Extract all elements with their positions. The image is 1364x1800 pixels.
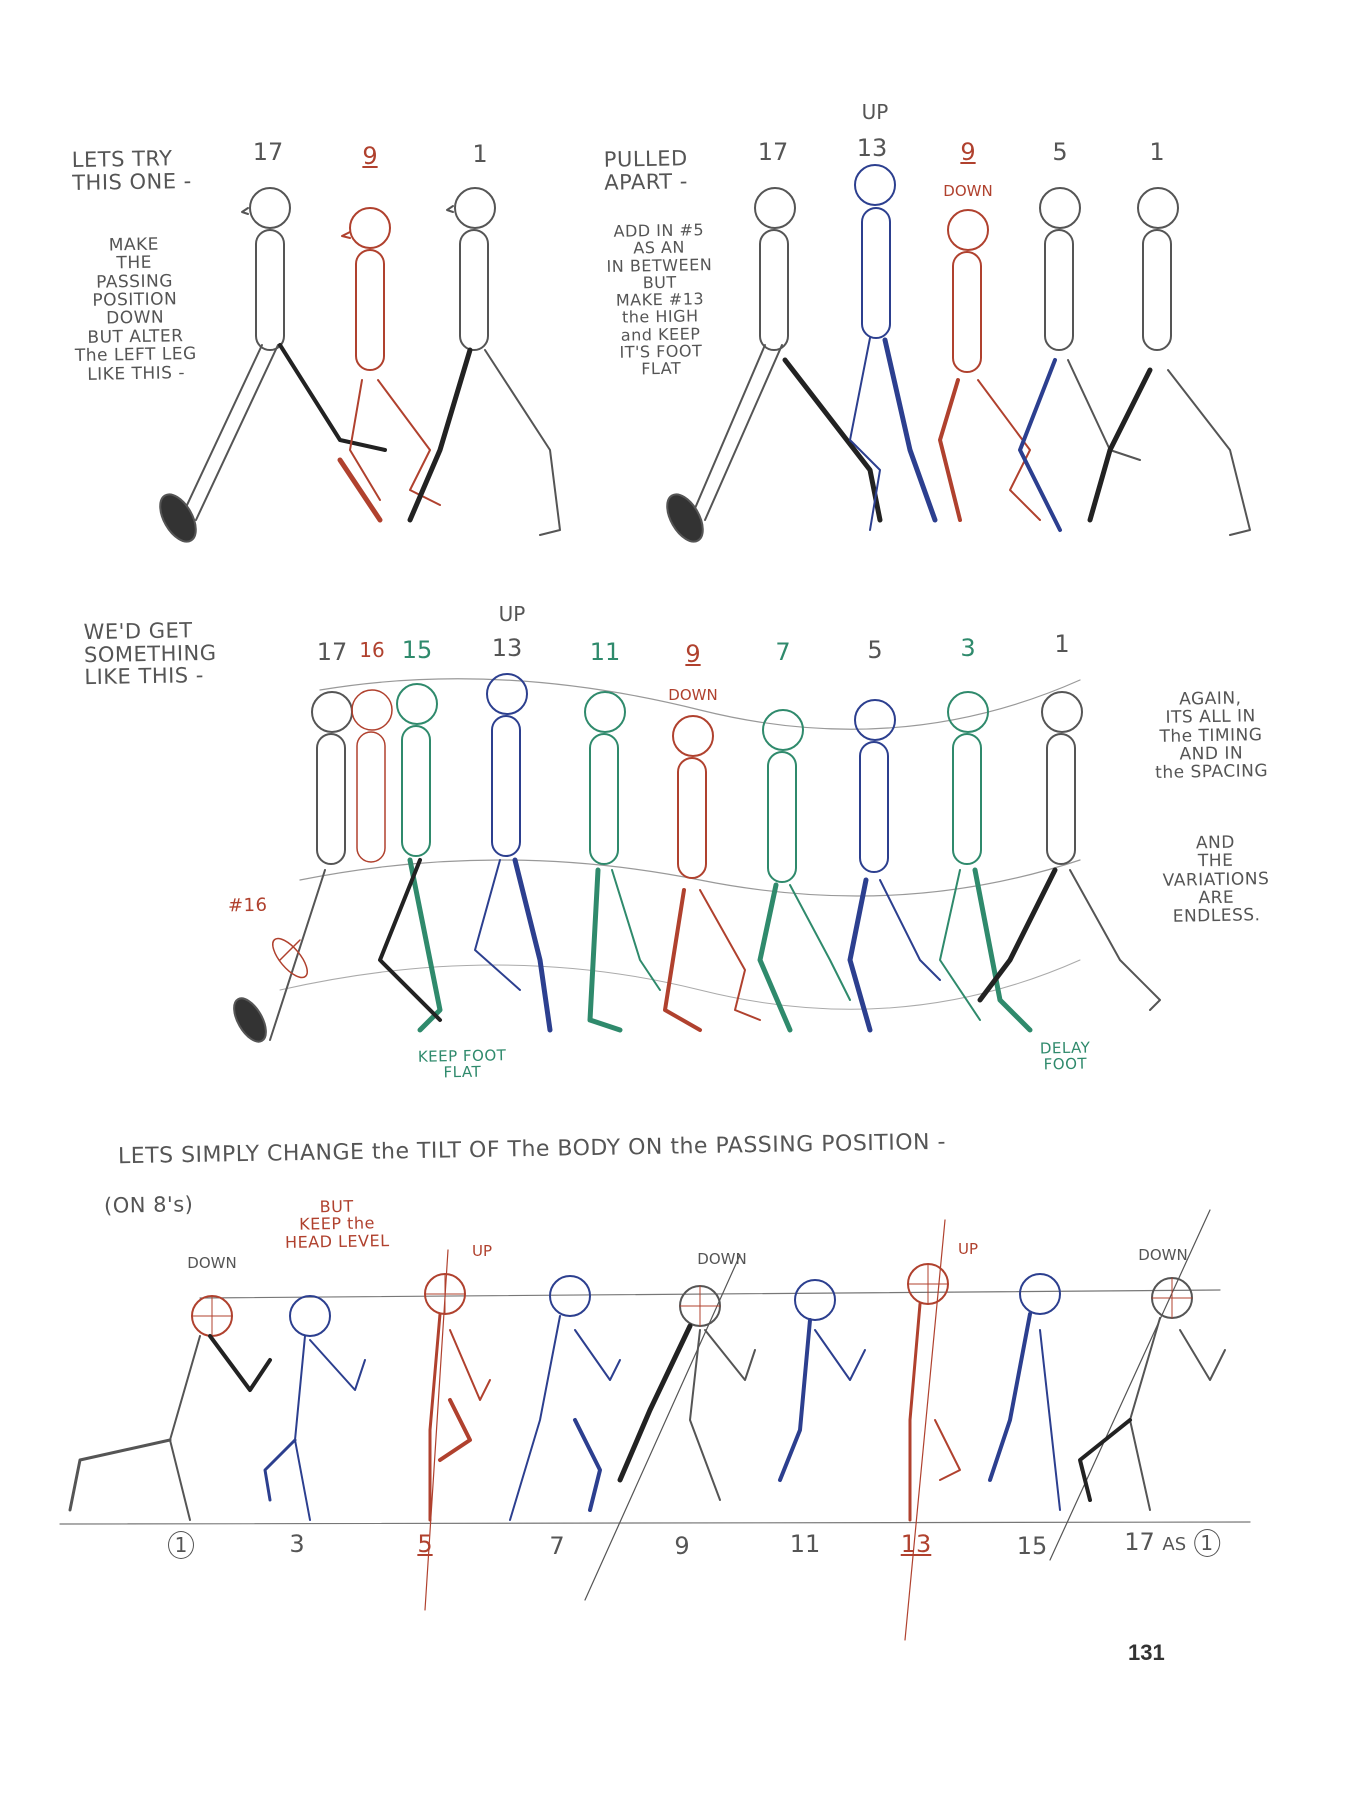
down-label: DOWN	[187, 1254, 237, 1272]
down-label: DOWN	[1138, 1246, 1188, 1264]
figure-1-bottom	[68, 1295, 272, 1521]
frame-label: 5	[1052, 138, 1068, 166]
frame-label: 17	[316, 638, 348, 666]
figure-9-top-right	[938, 209, 1041, 522]
frame-label: 13	[856, 134, 888, 162]
tilt-line	[1049, 1209, 1211, 1561]
figure-17-top-left	[159, 187, 387, 543]
frame-label: 1	[472, 140, 488, 168]
figure-1-top-right	[1087, 187, 1251, 536]
figure-11-bottom	[778, 1279, 866, 1482]
frame-label: 1	[1054, 630, 1070, 658]
down-label: DOWN	[697, 1250, 747, 1268]
down-label: DOWN	[668, 686, 718, 704]
frame-label: 16	[359, 638, 385, 662]
figure-3-bottom	[263, 1295, 366, 1521]
figure-1-top-left	[407, 187, 561, 536]
ground-line	[59, 1521, 1251, 1525]
figure-9-bottom	[617, 1285, 756, 1501]
figure-17-top-right	[666, 187, 883, 543]
frame-label: 7	[775, 638, 791, 666]
page-number: 131	[1128, 1640, 1165, 1665]
figure-5-middle	[847, 699, 941, 1033]
frame-label: 9	[362, 142, 378, 170]
figure-17-bottom	[1078, 1277, 1226, 1511]
up-label: UP	[471, 1242, 493, 1260]
frame-label: 3	[289, 1530, 305, 1558]
frame-label: 1	[1149, 138, 1165, 166]
figure-9-middle	[663, 715, 761, 1032]
figure-5-bottom	[424, 1273, 491, 1522]
figure-13-middle	[474, 673, 553, 1033]
figure-15-middle	[378, 683, 443, 1033]
figure-9-top-left	[337, 207, 441, 523]
head-level-line	[199, 1289, 1221, 1299]
frame-label: 17	[252, 138, 284, 166]
frame-label: 13	[900, 1530, 932, 1558]
frame-label: 17	[757, 138, 789, 166]
up-label: UP	[861, 100, 889, 124]
down-label: DOWN	[943, 182, 993, 200]
figure-1-middle	[977, 691, 1161, 1011]
frame-label: 15	[1016, 1532, 1048, 1560]
frame-label: 13	[491, 634, 523, 662]
frame-label: 5	[867, 636, 883, 664]
frame-label: 1	[168, 1530, 194, 1559]
frame-label: 11	[789, 1530, 821, 1558]
frame-label: 9	[960, 138, 976, 166]
figure-13-bottom	[907, 1263, 961, 1522]
figure-3-middle	[939, 691, 1033, 1033]
frame-label: 3	[960, 634, 976, 662]
figure-7-middle	[757, 709, 851, 1033]
guide-curve	[319, 678, 1081, 730]
figure-11-middle	[584, 691, 661, 1033]
frame-label: 7	[549, 1532, 565, 1560]
tilt-line	[424, 1249, 449, 1611]
figure-5-top-right	[1018, 187, 1141, 532]
tilt-line	[904, 1219, 946, 1641]
up-label: UP	[957, 1240, 979, 1258]
figure-15-bottom	[988, 1273, 1061, 1511]
frame-label: 9	[685, 640, 701, 668]
frame-label-last: 17 AS 1	[1124, 1528, 1220, 1557]
frame-label: 15	[401, 636, 433, 664]
frame-label: 11	[589, 638, 621, 666]
figure-16-middle	[272, 689, 393, 979]
tilt-line	[584, 1254, 741, 1601]
guide-curve	[299, 859, 1081, 897]
figure-17-middle	[233, 691, 353, 1043]
figure-7-bottom	[509, 1275, 621, 1521]
up-label: UP	[498, 602, 526, 626]
guide-curve	[279, 959, 1081, 1010]
figure-13-top-right	[849, 164, 938, 531]
frame-label: 9	[674, 1532, 690, 1560]
